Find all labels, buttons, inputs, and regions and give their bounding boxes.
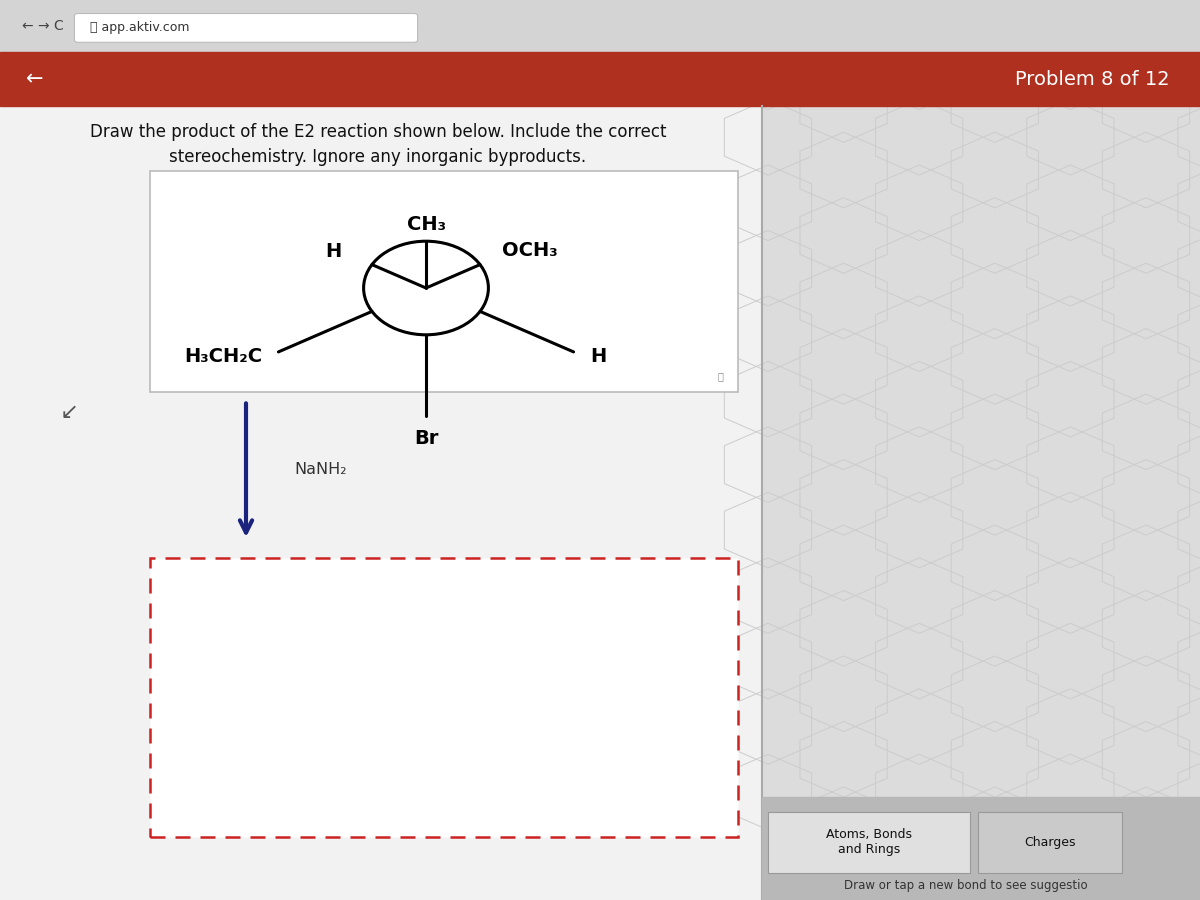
FancyBboxPatch shape — [74, 14, 418, 42]
Bar — [0, 106, 762, 900]
Text: ←: ← — [26, 69, 44, 89]
FancyBboxPatch shape — [768, 812, 970, 873]
Text: Atoms, Bonds
and Rings: Atoms, Bonds and Rings — [826, 828, 912, 857]
Bar — [762, 106, 1200, 900]
Text: Br: Br — [414, 429, 438, 448]
Bar — [762, 796, 1200, 900]
Text: 🔍: 🔍 — [718, 371, 724, 381]
Text: Draw the product of the E2 reaction shown below. Include the correct: Draw the product of the E2 reaction show… — [90, 123, 666, 141]
Text: ↗: ↗ — [54, 400, 73, 419]
Text: Problem 8 of 12: Problem 8 of 12 — [1015, 69, 1170, 89]
Text: stereochemistry. Ignore any inorganic byproducts.: stereochemistry. Ignore any inorganic by… — [169, 148, 587, 166]
Bar — [0, 52, 1200, 106]
Bar — [150, 171, 738, 392]
Bar — [150, 558, 738, 837]
Text: H: H — [590, 346, 606, 366]
Bar — [0, 0, 1200, 52]
Text: OCH₃: OCH₃ — [502, 241, 557, 260]
Text: H: H — [325, 242, 341, 262]
Text: 🔒 app.aktiv.com: 🔒 app.aktiv.com — [90, 22, 190, 34]
Text: H₃CH₂C: H₃CH₂C — [184, 346, 262, 366]
Text: ← → C: ← → C — [22, 19, 64, 33]
Text: Draw or tap a new bond to see suggestio: Draw or tap a new bond to see suggestio — [844, 879, 1088, 892]
Text: Charges: Charges — [1025, 836, 1075, 849]
Text: NaNH₂: NaNH₂ — [294, 463, 347, 477]
Text: CH₃: CH₃ — [407, 215, 445, 234]
FancyBboxPatch shape — [978, 812, 1122, 873]
